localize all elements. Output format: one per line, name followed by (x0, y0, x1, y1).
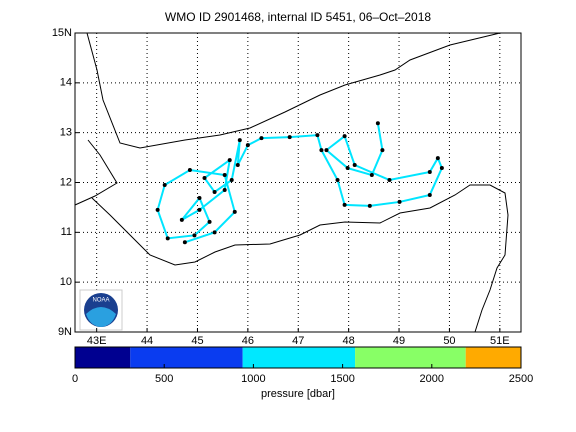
colorbar-segment (465, 347, 521, 368)
track-point (212, 230, 217, 235)
y-tick-label: 14 (60, 77, 72, 89)
x-tick-label: 47 (292, 335, 304, 347)
track-point (427, 192, 432, 197)
colorbar-segment (130, 347, 243, 368)
track-point (237, 138, 242, 143)
track-point (229, 178, 234, 183)
track-point (397, 199, 402, 204)
track-point (335, 178, 340, 183)
colorbar-label: pressure [dbar] (261, 388, 335, 400)
track-point (380, 148, 385, 153)
track-point (197, 207, 202, 212)
track-point (345, 166, 350, 171)
track-point (182, 240, 187, 245)
track-point (192, 233, 197, 238)
track-point (287, 135, 292, 140)
colorbar-tick-label: 500 (155, 373, 173, 385)
y-tick-label: 12 (60, 176, 72, 188)
logo: NOAA (79, 289, 123, 331)
track-point (427, 170, 432, 175)
track-point (197, 195, 202, 200)
colorbar-tick-label: 2500 (509, 373, 533, 385)
track-point (259, 136, 264, 141)
track-point (387, 178, 392, 183)
y-tick-label: 11 (61, 226, 72, 238)
x-tick-label: 49 (393, 335, 405, 347)
colorbar-segment (355, 347, 466, 368)
track-point (187, 168, 192, 173)
y-tick-label: 9N (58, 326, 72, 338)
track-point (367, 203, 372, 208)
colorbar-segment (75, 347, 131, 368)
coastline (91, 184, 509, 333)
x-tick-label: 43E (87, 335, 107, 347)
track-point (162, 182, 167, 187)
x-tick-label: 44 (141, 335, 153, 347)
track-point (202, 176, 207, 181)
colorbar-tick-label: 0 (72, 373, 78, 385)
track-point (342, 134, 347, 139)
colorbar-segment (242, 347, 356, 368)
colorbar-frame (74, 346, 522, 369)
x-tick-label: 46 (242, 335, 254, 347)
logo-text: NOAA (92, 298, 109, 304)
x-tick-label: 48 (343, 335, 355, 347)
track-point (155, 207, 160, 212)
track-point (212, 189, 217, 194)
track-point (315, 133, 320, 138)
x-tick-label: 45 (191, 335, 203, 347)
track-point (342, 202, 347, 207)
logo-wave (86, 307, 116, 327)
colorbar: 0 500 1000 1500 2000 2500 (72, 346, 533, 385)
track-point (439, 166, 444, 171)
track-point (222, 173, 227, 178)
colorbar-tick-label: 1500 (330, 373, 354, 385)
track-point (227, 158, 232, 163)
track-point (179, 217, 184, 222)
track-point (235, 163, 240, 168)
track-point (352, 163, 357, 168)
track (155, 121, 444, 245)
track-point (207, 219, 212, 224)
x-tick-label: 50 (443, 335, 455, 347)
colorbar-tick-label: 2000 (420, 373, 444, 385)
y-tick-label: 15N (52, 27, 72, 39)
track-point (435, 156, 440, 161)
y-tick-label: 10 (60, 276, 72, 288)
x-tick-label: 51E (490, 335, 510, 347)
track-point (232, 209, 237, 214)
track-point (324, 148, 329, 153)
track-point (375, 121, 380, 126)
chart-title: WMO ID 2901468, internal ID 5451, 06–Oct… (165, 10, 431, 24)
plot-area (75, 33, 521, 332)
track-point (319, 148, 324, 153)
track-point (222, 187, 227, 192)
colorbar-tick-label: 1000 (241, 373, 265, 385)
coastline (86, 32, 501, 149)
track-point (369, 173, 374, 178)
track-point (165, 236, 170, 241)
track-point (245, 143, 250, 148)
y-tick-label: 13 (60, 127, 72, 139)
coastline (74, 139, 118, 206)
